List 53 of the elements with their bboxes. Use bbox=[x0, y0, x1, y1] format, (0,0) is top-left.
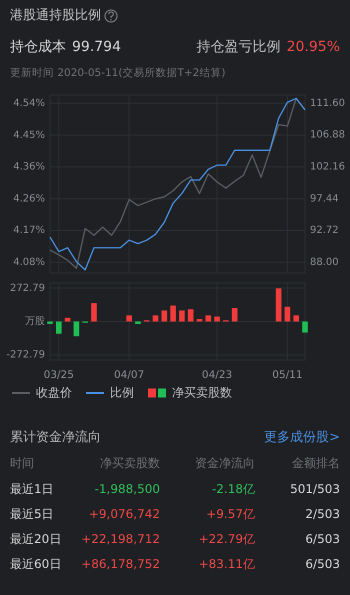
text: 最近1日 bbox=[10, 482, 54, 496]
text: +22,198,712 bbox=[81, 532, 160, 546]
text: 501/503 bbox=[290, 482, 340, 496]
text: 金额排名 bbox=[292, 456, 340, 470]
x-tick-label: 04/23 bbox=[202, 368, 232, 381]
y-tick-label: 4.08% bbox=[13, 257, 45, 268]
y-tick-label: 4.36% bbox=[13, 162, 45, 173]
text: 更新时间 2020-05-11(交易所数据T+2结算) bbox=[10, 67, 226, 80]
x-tick-label: 03/25 bbox=[44, 368, 74, 381]
y-tick-label: 4.26% bbox=[13, 193, 45, 204]
y-tick-label: 272.79 bbox=[10, 282, 45, 294]
text: 更多成份股> bbox=[264, 430, 340, 446]
text: +22.79亿 bbox=[198, 532, 255, 546]
text: 港股通持股比例 bbox=[10, 8, 101, 24]
legend-label: 比例 bbox=[110, 385, 134, 400]
text: -1,988,500 bbox=[94, 482, 160, 496]
y2-tick-label: 106.88 bbox=[310, 130, 345, 141]
text: -2.18亿 bbox=[212, 482, 255, 496]
text: 持仓盈亏比例 bbox=[196, 39, 281, 56]
y2-tick-label: 92.72 bbox=[310, 225, 339, 236]
y2-tick-label: 88.00 bbox=[310, 256, 339, 268]
text: 20.95% bbox=[286, 39, 340, 56]
text: +83.11亿 bbox=[198, 557, 255, 572]
legend-label: 收盘价 bbox=[36, 385, 72, 400]
text: 资金净流向 bbox=[195, 456, 255, 470]
text: 时间 bbox=[10, 456, 34, 470]
y2-tick-label: 111.60 bbox=[310, 98, 345, 109]
text: +9.57亿 bbox=[206, 507, 255, 522]
text: 累计资金净流向 bbox=[10, 430, 101, 446]
y-tick-label: 万股 bbox=[25, 316, 45, 328]
text: 99.794 bbox=[72, 39, 121, 56]
text: 最近60日 bbox=[10, 557, 62, 572]
y-tick-label: 4.45% bbox=[13, 130, 45, 141]
y-tick-label: 4.17% bbox=[13, 225, 45, 236]
text: 净买卖股数 bbox=[100, 456, 160, 470]
text: 6/503 bbox=[305, 557, 340, 572]
text: 6/503 bbox=[305, 532, 340, 546]
y-tick-label: 4.54% bbox=[13, 98, 45, 110]
y2-tick-label: 97.44 bbox=[310, 193, 339, 204]
x-tick-label: 05/11 bbox=[272, 368, 303, 381]
text: 持仓成本 bbox=[10, 39, 66, 56]
text: 2/503 bbox=[305, 507, 340, 522]
x-tick-label: 04/07 bbox=[114, 368, 144, 381]
legend-收盘价: 收盘价 bbox=[12, 385, 72, 400]
text: 最近5日 bbox=[10, 507, 54, 522]
legend-净买卖股数: 净买卖股数 bbox=[148, 385, 232, 400]
legend-比例: 比例 bbox=[86, 385, 134, 400]
y-tick-label: -272.79 bbox=[6, 350, 45, 361]
y2-tick-label: 102.16 bbox=[310, 161, 345, 172]
text: +86,178,752 bbox=[81, 557, 160, 572]
text: +9,076,742 bbox=[88, 507, 160, 522]
legend-label: 净买卖股数 bbox=[172, 385, 232, 400]
text: 最近20日 bbox=[10, 532, 62, 546]
